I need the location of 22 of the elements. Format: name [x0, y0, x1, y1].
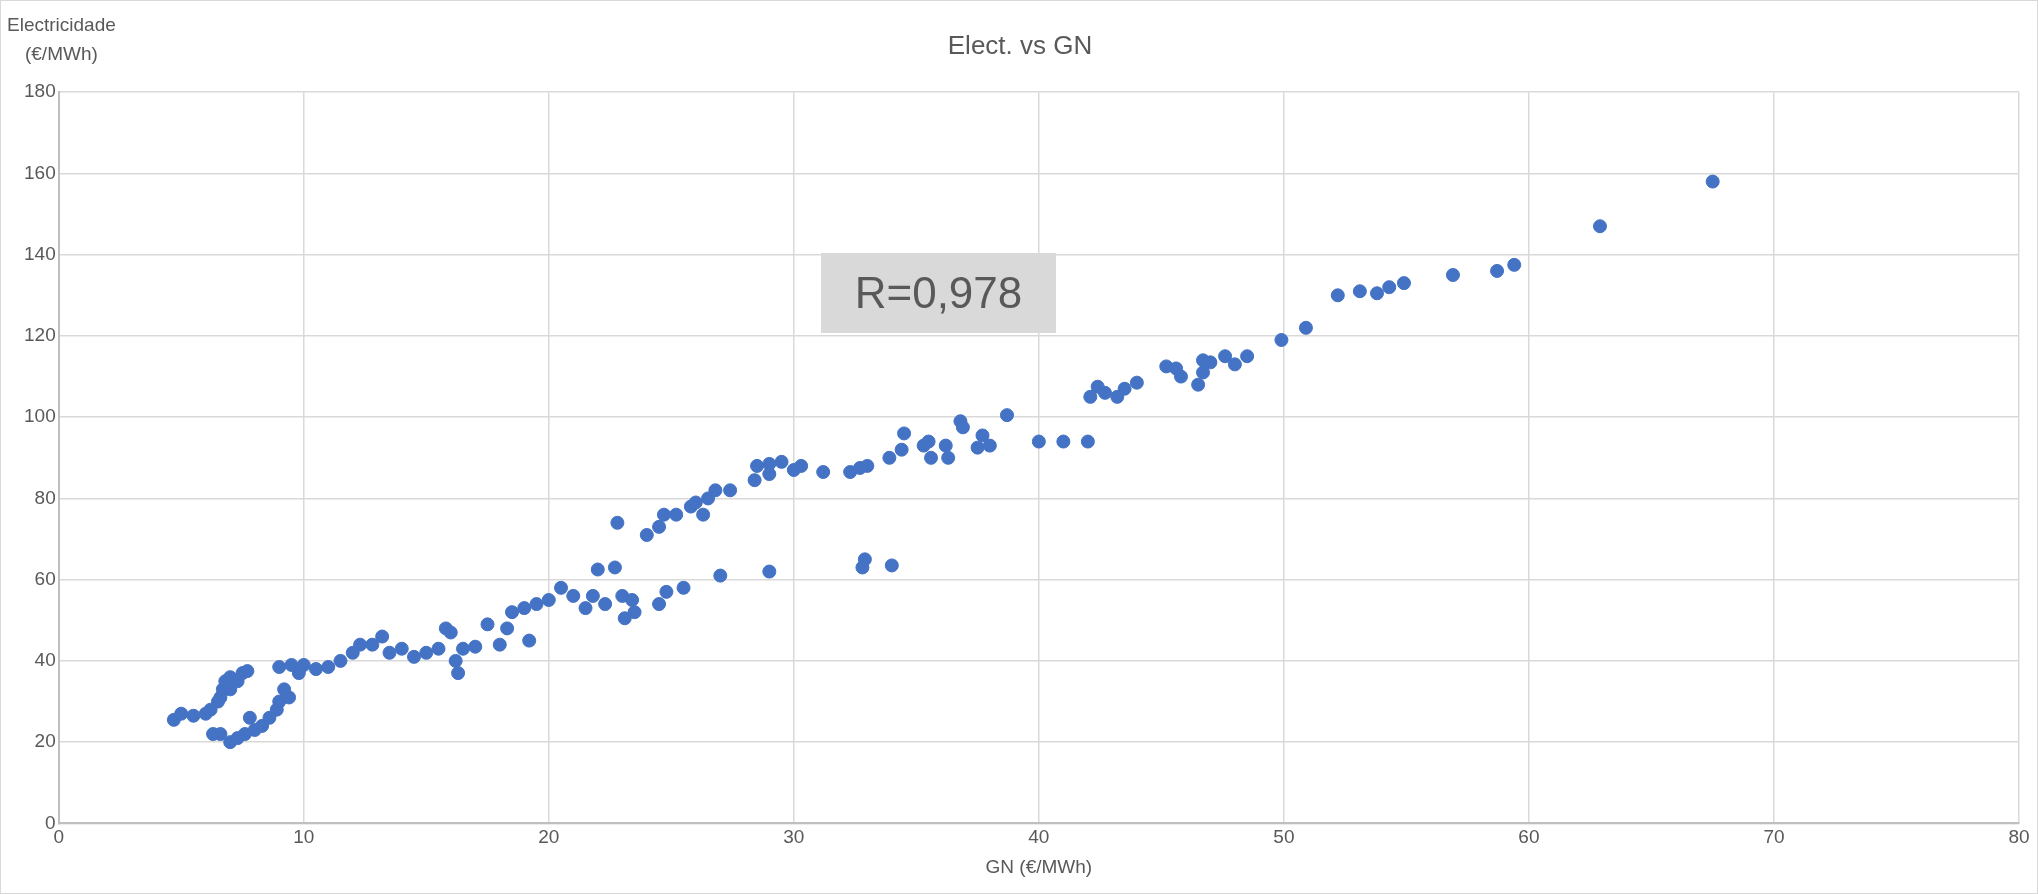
- y-tick-label: 0: [45, 811, 56, 833]
- x-tick-label: 50: [1273, 826, 1295, 848]
- y-tick-label: 140: [24, 242, 56, 264]
- y-tick-label: 60: [34, 567, 56, 589]
- chart-title: Elect. vs GN: [947, 29, 1093, 60]
- x-axis-title: GN (€/MWh): [985, 855, 1093, 877]
- y-tick-label: 80: [34, 486, 56, 508]
- x-tick-label: 60: [1518, 826, 1540, 848]
- y-tick-label: 20: [34, 730, 56, 752]
- x-tick-label: 10: [293, 826, 315, 848]
- x-tick-label: 70: [1763, 826, 1785, 848]
- x-tick-label: 80: [2008, 826, 2030, 848]
- x-tick-label: 30: [783, 826, 805, 848]
- y-tick-label: 100: [24, 405, 56, 427]
- y-tick-label: 180: [24, 80, 56, 102]
- annotation: R=0,978: [821, 253, 1056, 333]
- y-tick-label: 160: [24, 161, 56, 183]
- y-tick-label: 120: [24, 324, 56, 346]
- x-tick-label: 40: [1028, 826, 1050, 848]
- x-tick-label: 20: [538, 826, 560, 848]
- y-axis-title: Electricidade (€/MWh): [7, 13, 116, 66]
- y-tick-label: 40: [34, 649, 56, 671]
